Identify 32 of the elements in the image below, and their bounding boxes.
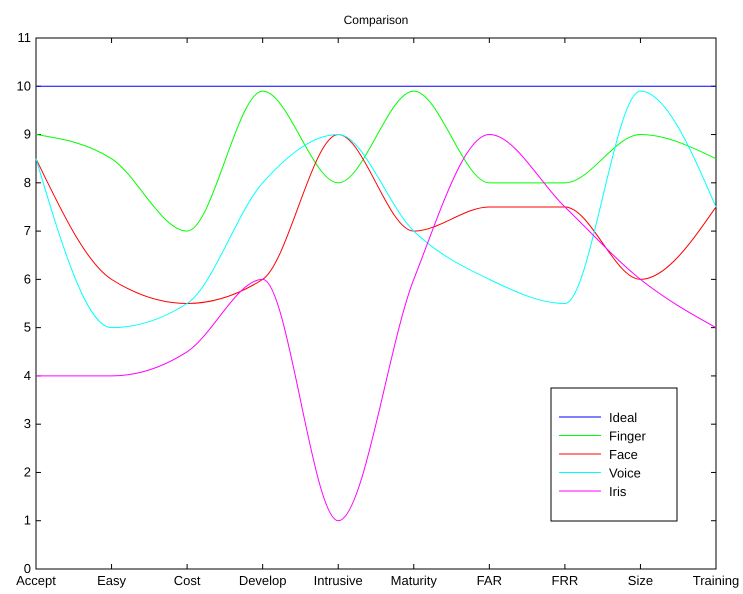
x-tick-label: Accept xyxy=(16,573,56,588)
legend-label: Voice xyxy=(609,466,641,480)
line-series xyxy=(36,134,716,304)
y-tick-label: 9 xyxy=(24,126,31,142)
line-series xyxy=(36,90,716,328)
y-tick-label: 7 xyxy=(24,223,31,238)
legend-label: Finger xyxy=(609,428,647,444)
x-tick-label: Cost xyxy=(174,573,201,588)
x-tick-label: Size xyxy=(628,573,654,588)
legend-label: Iris xyxy=(609,484,627,499)
y-tick-label: 11 xyxy=(18,30,31,45)
y-tick-label: 8 xyxy=(24,174,31,190)
line-series xyxy=(36,90,716,232)
line-series xyxy=(36,134,716,522)
y-tick-label: 2 xyxy=(24,464,31,480)
legend-label: Face xyxy=(609,447,638,462)
y-tick-label: 6 xyxy=(24,271,31,286)
y-tick-label: 3 xyxy=(24,416,31,432)
y-tick-label: 4 xyxy=(24,368,31,383)
y-tick-label: 1 xyxy=(24,512,31,528)
chart-title: Comparison xyxy=(344,13,408,27)
x-tick-label: Training xyxy=(692,573,740,588)
y-tick-label: 5 xyxy=(24,320,31,335)
x-tick-label: Intrusive xyxy=(314,573,363,588)
y-tick-label: 0 xyxy=(24,561,31,576)
x-tick-label: FRR xyxy=(552,573,578,588)
x-tick-label: FAR xyxy=(476,573,502,588)
x-tick-label: Easy xyxy=(97,573,127,588)
x-tick-label: Maturity xyxy=(390,573,438,588)
legend-label: Ideal xyxy=(609,410,638,425)
x-tick-label: Develop xyxy=(238,573,287,588)
y-tick-label: 10 xyxy=(16,78,31,94)
